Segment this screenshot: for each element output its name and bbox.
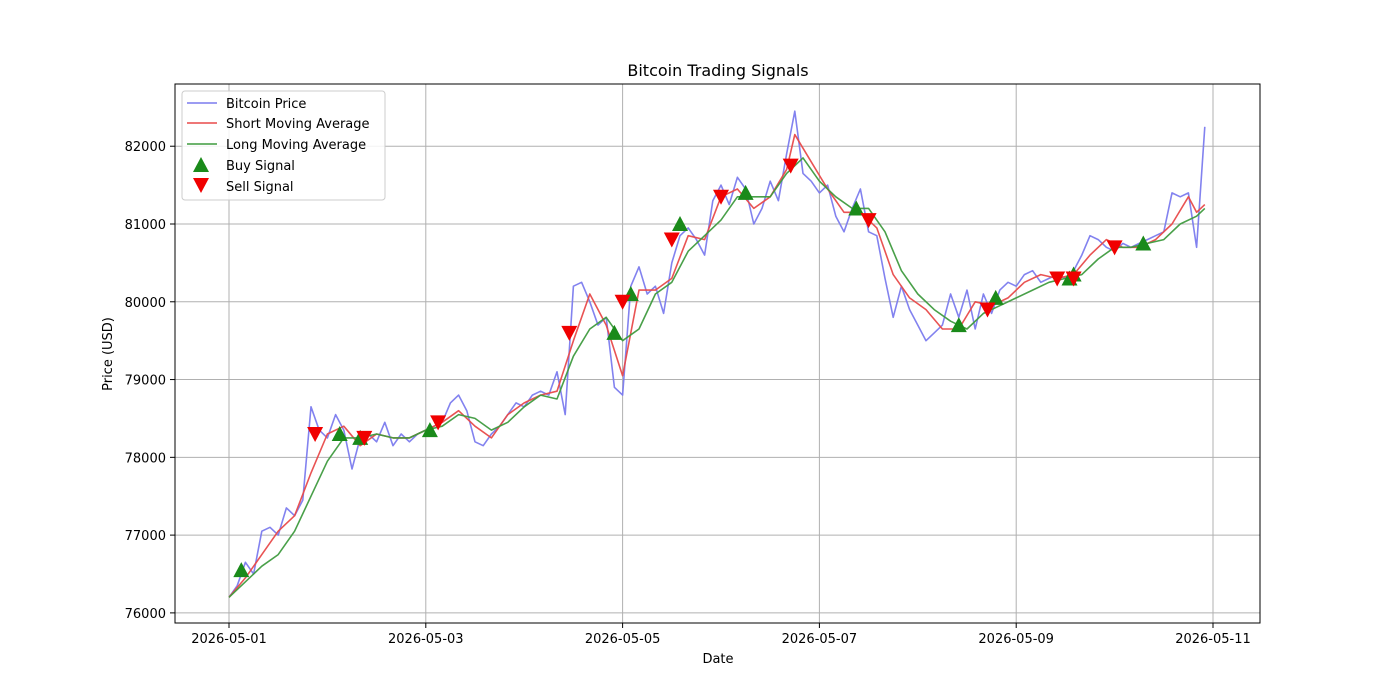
y-tick-label: 79000: [125, 374, 166, 389]
sell-signal-marker: [979, 302, 996, 318]
y-tick-label: 82000: [125, 140, 166, 155]
x-tick-label: 2026-05-09: [978, 632, 1054, 647]
x-tick-label: 2026-05-03: [388, 632, 464, 647]
y-tick-label: 78000: [125, 451, 166, 466]
legend-swatch-sell: [193, 178, 209, 193]
legend-swatch-buy: [193, 157, 209, 172]
legend: Bitcoin Price Short Moving Average Long …: [181, 90, 386, 201]
sell-signal-marker: [860, 213, 877, 229]
y-tick-label: 77000: [125, 529, 166, 544]
sell-signal-marker: [663, 232, 680, 248]
short-ma-line: [228, 133, 1206, 598]
buy-signal-marker: [737, 184, 754, 200]
legend-label-short-ma: Short Moving Average: [226, 117, 370, 132]
buy-signal-marker: [1135, 235, 1152, 251]
x-tick-label: 2026-05-01: [191, 632, 267, 647]
buy-signal-marker: [950, 317, 967, 333]
sell-signal-marker: [430, 415, 447, 431]
sell-signal-marker: [356, 430, 373, 446]
legend-box: [181, 90, 386, 201]
y-tick-label: 76000: [125, 607, 166, 622]
sell-signal-marker: [1065, 271, 1082, 287]
sell-signal-marker: [713, 189, 729, 205]
sell-signal-marker: [561, 325, 578, 341]
x-tick-label: 2026-05-11: [1175, 632, 1251, 647]
x-tick-label: 2026-05-05: [585, 632, 661, 647]
sell-signal-marker: [1106, 240, 1123, 256]
buy-signal-marker: [331, 426, 348, 441]
sell-signal-marker: [614, 294, 631, 310]
y-tick-label: 81000: [125, 218, 166, 233]
chart-title: Bitcoin Trading Signals: [627, 61, 808, 80]
legend-label-sell: Sell Signal: [226, 180, 294, 195]
x-tick-label: 2026-05-07: [782, 632, 858, 647]
y-tick-label: 80000: [125, 296, 166, 311]
sell-signal-marker: [1049, 271, 1066, 287]
buy-signal-marker: [421, 422, 438, 438]
legend-label-buy: Buy Signal: [226, 159, 295, 174]
buy-signal-marker: [606, 324, 623, 340]
buy-signal-marker: [848, 200, 865, 216]
buy-signal-marker: [233, 562, 250, 578]
signal-markers: [233, 158, 1152, 578]
buy-signal-marker: [987, 289, 1004, 305]
grid: [175, 84, 1260, 623]
legend-label-long-ma: Long Moving Average: [226, 138, 366, 153]
sell-signal-marker: [307, 427, 324, 442]
y-axis-label: Price (USD): [101, 317, 116, 391]
x-axis-label: Date: [702, 652, 733, 667]
long-ma-line: [228, 157, 1206, 598]
axis-ticks: 2026-05-01 2026-05-03 2026-05-05 2026-05-07…: [125, 140, 1251, 647]
sell-signal-marker: [782, 158, 799, 174]
plot-frame: [174, 83, 1261, 624]
legend-label-price: Bitcoin Price: [226, 97, 306, 112]
buy-signal-marker: [672, 216, 688, 231]
